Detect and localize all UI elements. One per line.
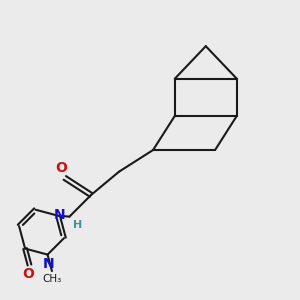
Text: H: H: [74, 220, 83, 230]
Text: CH₃: CH₃: [42, 274, 62, 284]
Text: O: O: [22, 267, 34, 280]
Text: N: N: [54, 208, 65, 222]
Text: O: O: [55, 161, 67, 175]
Text: N: N: [42, 257, 54, 271]
